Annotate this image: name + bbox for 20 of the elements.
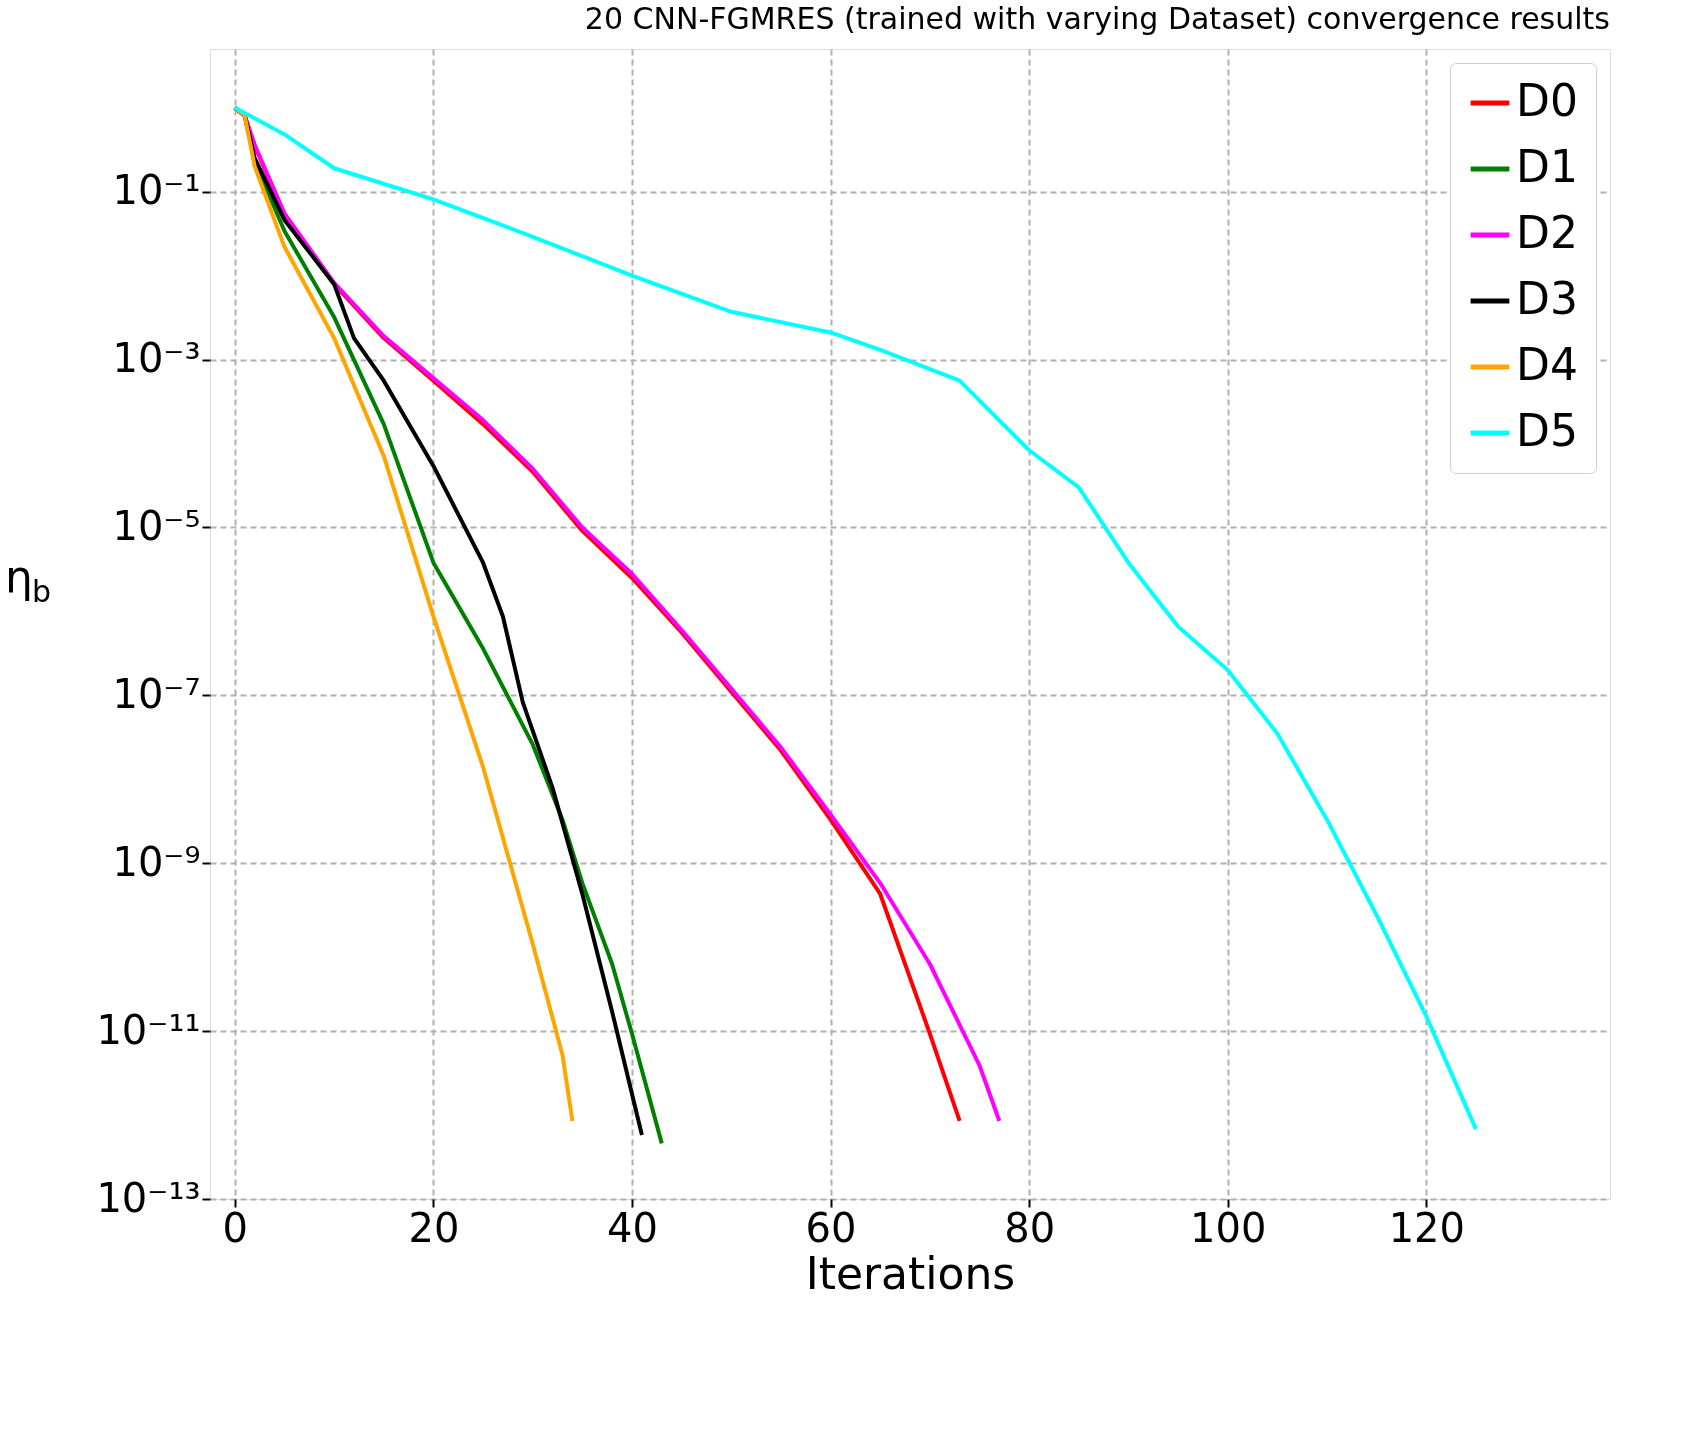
y-tick-label: 10⁻⁷ <box>112 670 201 717</box>
x-tick-label: 20 <box>408 1204 460 1251</box>
x-tick-label: 40 <box>607 1204 658 1251</box>
legend-label: D3 <box>1516 273 1578 324</box>
y-tick-label: 10⁻¹ <box>112 167 201 214</box>
y-tick-label: 10⁻⁵ <box>112 502 201 549</box>
y-tick-label: 10⁻¹¹ <box>96 1006 201 1053</box>
legend-label: D0 <box>1516 75 1578 126</box>
x-tick-label: 100 <box>1190 1204 1267 1251</box>
x-tick-label: 0 <box>222 1204 249 1251</box>
legend-label: D5 <box>1516 405 1578 456</box>
line-series <box>232 105 1478 1132</box>
y-tick-label: 10⁻³ <box>112 335 201 382</box>
chart-title: 20 CNN-FGMRES (trained with varying Dataset) convergence results <box>584 1 1610 36</box>
legend-label: D2 <box>1516 207 1578 258</box>
x-tick-label: 120 <box>1388 1204 1465 1251</box>
y-tick-label: 10⁻¹³ <box>96 1174 201 1221</box>
legend-label: D4 <box>1516 339 1578 390</box>
y-tick-label: 10⁻⁹ <box>112 838 201 885</box>
legend-label: D1 <box>1516 141 1578 192</box>
